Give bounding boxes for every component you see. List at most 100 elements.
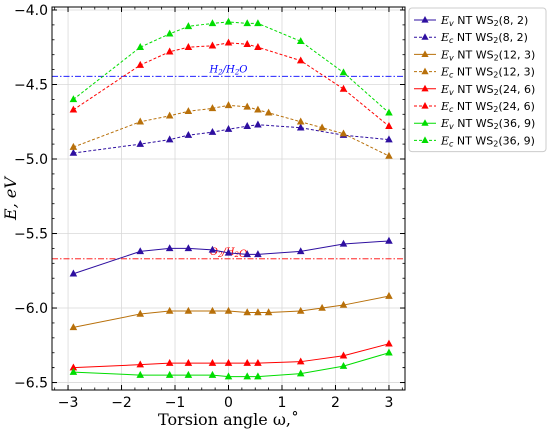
data-point (254, 120, 262, 128)
data-point (254, 308, 262, 316)
data-point (136, 247, 145, 255)
x-tick-label: −2 (111, 395, 132, 411)
data-point (254, 358, 262, 366)
data-point (165, 111, 174, 119)
legend-entry: Ev NT WS2(36, 9) (440, 117, 535, 131)
data-point (69, 95, 78, 103)
data-point (339, 361, 348, 369)
data-point (339, 300, 348, 308)
series (69, 120, 393, 156)
data-point (165, 47, 174, 55)
series-layer (69, 17, 393, 380)
data-point (264, 108, 273, 116)
data-point (243, 40, 251, 47)
series (69, 17, 393, 116)
data-point (243, 372, 251, 380)
legend-marker (421, 119, 429, 126)
data-point (224, 17, 233, 25)
data-point (385, 348, 393, 356)
data-point (69, 363, 78, 371)
legend-marker (421, 84, 429, 92)
data-point (136, 139, 145, 147)
legend-marker (421, 50, 429, 57)
data-point (184, 306, 193, 314)
data-point (136, 309, 145, 317)
data-point (224, 125, 233, 132)
legend-entry: Ec NT WS2(8, 2) (440, 31, 528, 45)
data-point (184, 22, 193, 30)
data-point (165, 29, 174, 37)
legend-entry: Ec NT WS2(12, 3) (440, 66, 535, 80)
data-point (184, 130, 193, 138)
data-point (254, 250, 262, 258)
data-point (165, 135, 174, 143)
data-point (224, 38, 233, 46)
y-tick-label: −4.5 (14, 77, 48, 93)
data-point (243, 250, 251, 258)
reference-line-label: H2/H2O (209, 64, 248, 76)
data-point (69, 367, 78, 375)
data-point (136, 117, 145, 125)
legend-marker (421, 102, 429, 109)
series (69, 348, 393, 380)
data-point (165, 306, 174, 314)
x-tick-label: −3 (58, 395, 79, 411)
data-point (136, 43, 145, 50)
data-point (264, 308, 273, 316)
x-tick-label: 1 (278, 395, 287, 411)
data-point (165, 358, 174, 366)
series (69, 38, 393, 129)
data-point (69, 142, 78, 150)
data-point (136, 60, 145, 68)
data-point (69, 148, 78, 156)
data-point (136, 370, 145, 378)
legend-entry: Ev NT WS2(8, 2) (440, 14, 528, 28)
data-point (296, 369, 305, 377)
legend-marker (421, 33, 429, 40)
data-point (243, 102, 251, 110)
data-point (385, 122, 393, 129)
data-point (208, 245, 217, 253)
data-point (243, 122, 251, 129)
legend-entry: Ev NT WS2(24, 6) (440, 83, 535, 97)
data-point (339, 68, 348, 76)
data-point (243, 308, 251, 316)
x-tick-label: −1 (165, 395, 186, 411)
data-point (385, 151, 393, 159)
data-point (243, 19, 251, 27)
axis-ticks: −3 −2 −1 0 1 2 3 −4.0 −4.5 −5.0 −5.5 −6.0 −6.5 (14, 3, 405, 411)
x-tick-label: 0 (224, 395, 233, 411)
data-point (224, 372, 233, 380)
data-point (165, 370, 174, 378)
legend-marker (421, 67, 429, 75)
data-point (224, 306, 233, 314)
legend-box (408, 7, 547, 153)
data-point (385, 135, 393, 143)
data-point (296, 306, 305, 314)
x-axis-label: Torsion angle ω,˚ (158, 410, 299, 429)
data-point (208, 127, 217, 135)
data-point (339, 129, 348, 137)
data-point (69, 105, 78, 113)
legend-entry: Ec NT WS2(36, 9) (440, 134, 535, 148)
data-point (184, 358, 193, 366)
y-tick-label: −6.5 (14, 376, 48, 392)
data-point (296, 247, 305, 255)
series (69, 101, 393, 159)
legend: Ev NT WS2(8, 2) Ec NT WS2(8, 2) Ev NT WS2(… (408, 7, 547, 153)
series (69, 339, 393, 371)
data-point (296, 123, 305, 131)
data-point (385, 236, 393, 244)
data-point (184, 370, 193, 378)
legend-entry: Ev NT WS2(12, 3) (440, 48, 535, 62)
data-point (224, 358, 233, 366)
data-point (254, 105, 262, 113)
data-point (296, 117, 305, 125)
y-tick-label: −5.0 (14, 152, 48, 168)
data-point (254, 19, 262, 27)
data-point (208, 358, 217, 366)
data-point (385, 291, 393, 299)
data-point (318, 303, 326, 311)
data-point (69, 323, 78, 331)
